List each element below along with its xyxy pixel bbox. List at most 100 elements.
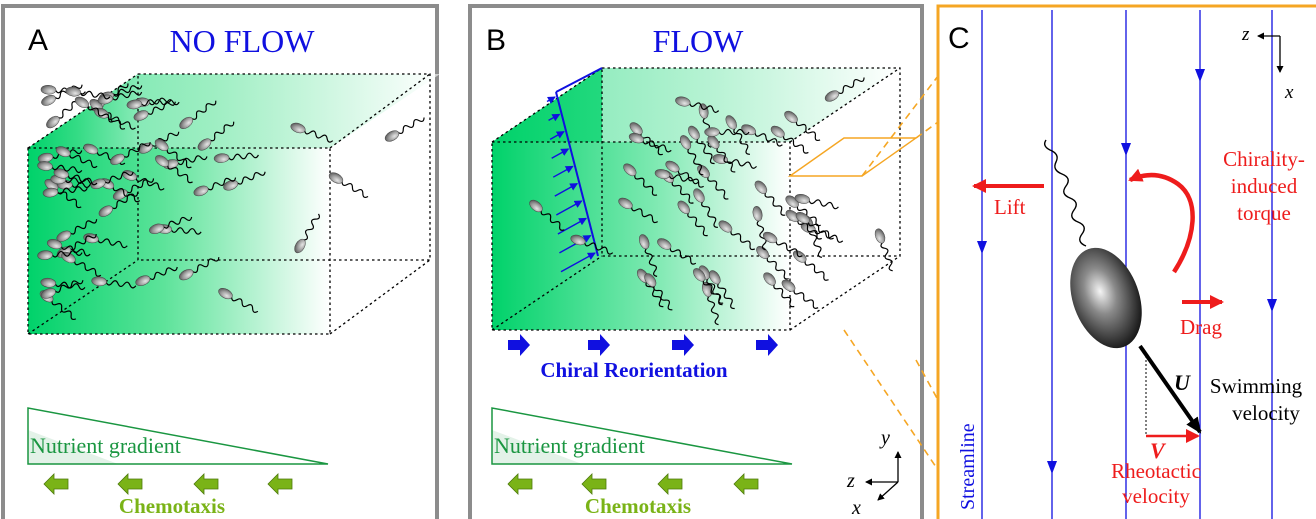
rheotactic-velocity-line1: Rheotactic (1111, 459, 1201, 483)
chiral-reorientation-label: Chiral Reorientation (540, 358, 728, 382)
panel-c-letter: C (948, 22, 970, 55)
bacterium (644, 273, 673, 311)
chemotaxis-label-b: Chemotaxis (585, 494, 691, 518)
bacterium (223, 171, 266, 191)
torque-label-line2: induced (1231, 174, 1298, 198)
nutrient-gradient-label-b: Nutrient gradient (494, 433, 645, 458)
bacterium (46, 239, 91, 257)
bacterium (56, 219, 98, 242)
bacterium (133, 101, 176, 121)
bacterium (155, 155, 193, 184)
bacterium (618, 197, 658, 224)
bacterium (91, 276, 137, 289)
bacterium (763, 272, 795, 308)
lift-label: Lift (994, 195, 1026, 219)
zoom-plane (787, 137, 919, 177)
streamline-direction-arrow (1195, 69, 1205, 82)
nutrient-gradient-label: Nutrient gradient (30, 433, 181, 458)
bacterium (218, 287, 259, 313)
drag-label: Drag (1180, 315, 1222, 339)
bacterium (874, 228, 893, 272)
streamline-label: Streamline (957, 423, 979, 510)
bacterium (197, 121, 235, 151)
zoom-connector (843, 75, 939, 471)
axes-triad-b (865, 451, 902, 501)
chirality-torque-arrow (1128, 168, 1195, 274)
bacterium (179, 100, 217, 129)
chemotaxis-arrow (267, 473, 293, 495)
bacterium (65, 86, 111, 100)
panel-a-frame (1, 4, 439, 519)
bacterium (135, 266, 178, 286)
bacterium (688, 125, 715, 165)
bacterium (781, 279, 819, 309)
nutrient-gradient-wedge (27, 407, 329, 465)
bacterium (290, 122, 334, 143)
bacterium (213, 152, 259, 163)
chemotaxis-arrow (43, 473, 69, 495)
bacterium (179, 257, 220, 281)
bacterium (704, 127, 750, 137)
v-symbol: V (1150, 438, 1167, 463)
bacterium (718, 220, 756, 251)
torque-label-line3: torque (1237, 201, 1291, 225)
bacterium (677, 200, 708, 237)
bacterium (110, 142, 151, 165)
bacterium-cell-body (1070, 247, 1142, 349)
axis-label-y-b: y (879, 427, 890, 449)
bacterium (693, 188, 718, 228)
chemotaxis-arrow (581, 473, 607, 495)
bacterium (529, 199, 565, 231)
shear-flow-arrows (546, 96, 596, 273)
panel-b-gradient: Nutrient gradient Chemotaxis (491, 407, 793, 518)
bacterium (675, 96, 720, 113)
reorientation-arrow (588, 334, 610, 356)
axes-c (1257, 32, 1284, 73)
panel-b-bacteria (529, 77, 893, 326)
torque-label-line1: Chirality- (1223, 147, 1305, 171)
bacterium (384, 117, 425, 142)
axis-label-z-b: z (846, 470, 855, 492)
axis-label-x-c: x (1284, 82, 1294, 103)
panel-a-box (27, 73, 440, 335)
swimming-velocity-arrow (1138, 344, 1202, 434)
panel-a-title: NO FLOW (170, 23, 316, 59)
bacterium (800, 222, 844, 243)
bacterium (770, 125, 809, 154)
chiral-reorientation-arrows (508, 334, 778, 356)
nutrient-gradient-wedge-b (491, 407, 793, 465)
chemotaxis-arrows-b (507, 473, 759, 495)
bacterium (752, 206, 767, 251)
chemotaxis-arrows (43, 473, 293, 495)
panel-c-frame (936, 4, 1316, 519)
chemotaxis-label: Chemotaxis (119, 494, 225, 518)
panel-b-letter: B (486, 24, 506, 57)
streamlines (977, 10, 1277, 519)
axis-label-z-c: z (1241, 24, 1250, 45)
rheotactic-velocity-line2: velocity (1122, 484, 1190, 508)
bacterium (328, 172, 369, 199)
bacterium (629, 122, 663, 156)
swimming-velocity-line2: velocity (1232, 401, 1300, 425)
bacterium (754, 180, 786, 216)
bacterium (628, 132, 672, 153)
reorientation-arrow (508, 334, 530, 356)
bacterium (654, 169, 700, 185)
bacterium (46, 98, 82, 129)
panel-a-letter: A (28, 24, 48, 57)
streamline-direction-arrow (977, 241, 987, 254)
bacterium (762, 231, 803, 258)
streamline-direction-arrow (1267, 299, 1277, 312)
bacterium (74, 96, 115, 123)
bacterium (37, 161, 83, 174)
chemotaxis-arrow (117, 473, 143, 495)
bacterium (693, 268, 724, 304)
bacterium (756, 246, 789, 280)
bacterium (37, 250, 83, 260)
bacterium (126, 97, 172, 110)
streamline-direction-arrow (1121, 143, 1131, 156)
bacterium (794, 193, 839, 210)
bacterium (42, 186, 88, 198)
bacterium (657, 238, 697, 265)
chemotaxis-arrow (733, 473, 759, 495)
